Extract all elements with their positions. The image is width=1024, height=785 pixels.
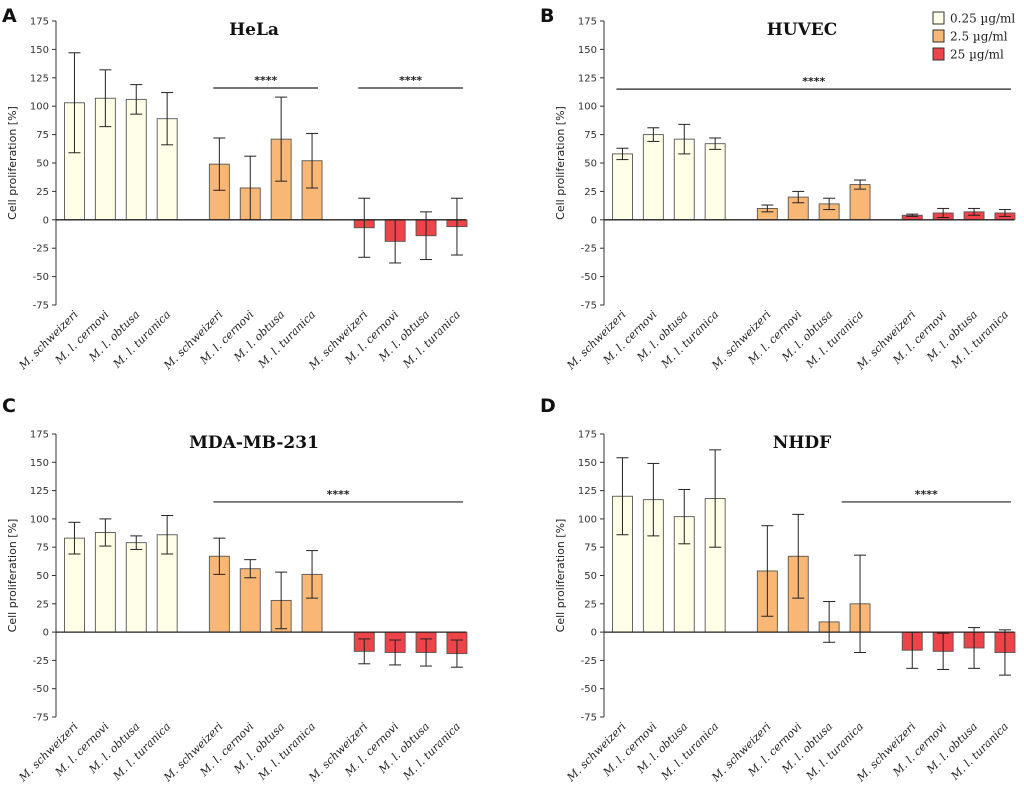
y-axis-label: Cell proliferation [%] — [554, 106, 567, 220]
y-tick-label: 150 — [30, 45, 49, 56]
y-tick-label: 25 — [584, 599, 597, 610]
y-tick-label: -50 — [581, 272, 597, 283]
panel-letter: C — [2, 395, 16, 417]
y-tick-label: -75 — [581, 301, 597, 312]
y-tick-label: 0 — [591, 215, 597, 226]
y-tick-label: 50 — [36, 571, 49, 582]
panel-letter: B — [540, 5, 554, 27]
y-tick-label: 75 — [36, 543, 49, 554]
y-tick-label: -75 — [33, 713, 49, 724]
significance-label: **** — [802, 75, 825, 88]
panel-letter: D — [540, 395, 556, 417]
chart-title: HeLa — [229, 20, 279, 40]
y-tick-label: 125 — [578, 486, 597, 497]
y-tick-label: 25 — [36, 599, 49, 610]
y-tick-label: 125 — [30, 486, 49, 497]
y-tick-label: 125 — [30, 73, 49, 84]
y-tick-label: 50 — [584, 159, 597, 170]
y-tick-label: 0 — [43, 215, 49, 226]
y-tick-label: 100 — [578, 514, 597, 525]
y-tick-label: 100 — [30, 102, 49, 113]
chart-title: HUVEC — [767, 20, 838, 40]
y-tick-label: 175 — [30, 17, 49, 28]
bar — [642, 134, 664, 221]
y-tick-label: 150 — [578, 458, 597, 469]
chart-title: MDA-MB-231 — [189, 433, 319, 453]
y-tick-label: 75 — [584, 543, 597, 554]
y-tick-label: 100 — [30, 514, 49, 525]
y-tick-label: 175 — [30, 430, 49, 441]
y-tick-label: 175 — [578, 430, 597, 441]
y-tick-label: 125 — [578, 73, 597, 84]
y-tick-label: 150 — [30, 458, 49, 469]
legend: 0.25 µg/ml 2.5 µg/ml 25 µg/ml — [932, 11, 1015, 62]
legend-swatch — [932, 47, 945, 61]
significance-label: **** — [915, 488, 938, 501]
legend-label: 2.5 µg/ml — [950, 30, 1008, 44]
y-tick-label: 50 — [584, 571, 597, 582]
y-tick-label: -75 — [33, 301, 49, 312]
chart-panel-D: D NHDF Cell proliferation [%] -75 -50 -25 0 25 5… — [540, 395, 1016, 785]
y-tick-label: -25 — [581, 656, 597, 667]
y-tick-label: -25 — [581, 244, 597, 255]
significance-label: **** — [399, 74, 422, 87]
y-tick-label: -50 — [581, 684, 597, 695]
bar — [612, 153, 633, 221]
legend-label: 25 µg/ml — [950, 48, 1004, 62]
y-tick-label: 75 — [584, 130, 597, 141]
y-axis-label: Cell proliferation [%] — [6, 519, 19, 633]
bar — [94, 532, 116, 633]
legend-label: 0.25 µg/ml — [950, 12, 1015, 26]
y-axis-label: Cell proliferation [%] — [6, 106, 19, 220]
y-tick-label: -25 — [33, 244, 49, 255]
y-tick-label: -75 — [581, 713, 597, 724]
y-axis-label: Cell proliferation [%] — [554, 519, 567, 633]
y-tick-label: 100 — [578, 102, 597, 113]
y-tick-label: 0 — [43, 628, 49, 639]
bar — [704, 143, 726, 221]
y-tick-label: 150 — [578, 45, 597, 56]
bar — [125, 542, 147, 633]
y-tick-label: 25 — [36, 187, 49, 198]
significance-label: **** — [327, 488, 350, 501]
chart-panel-C: C MDA-MB-231 Cell proliferation [%] -75 -50 -… — [2, 395, 468, 785]
y-tick-label: 25 — [584, 187, 597, 198]
bar — [125, 98, 147, 221]
y-tick-label: -50 — [33, 684, 49, 695]
y-tick-label: 50 — [36, 159, 49, 170]
y-tick-label: 0 — [591, 628, 597, 639]
y-tick-label: -25 — [33, 656, 49, 667]
panel-letter: A — [2, 5, 17, 27]
chart-panel-A: A HeLa Cell proliferation [%] -75 -50 -25 0 25 5… — [2, 5, 468, 373]
significance-label: **** — [254, 74, 277, 87]
bar — [849, 184, 871, 221]
legend-swatch — [932, 11, 945, 25]
y-tick-label: 75 — [36, 130, 49, 141]
y-tick-label: 175 — [578, 17, 597, 28]
chart-title: NHDF — [773, 433, 831, 453]
legend-swatch — [932, 29, 945, 43]
y-tick-label: -50 — [33, 272, 49, 283]
